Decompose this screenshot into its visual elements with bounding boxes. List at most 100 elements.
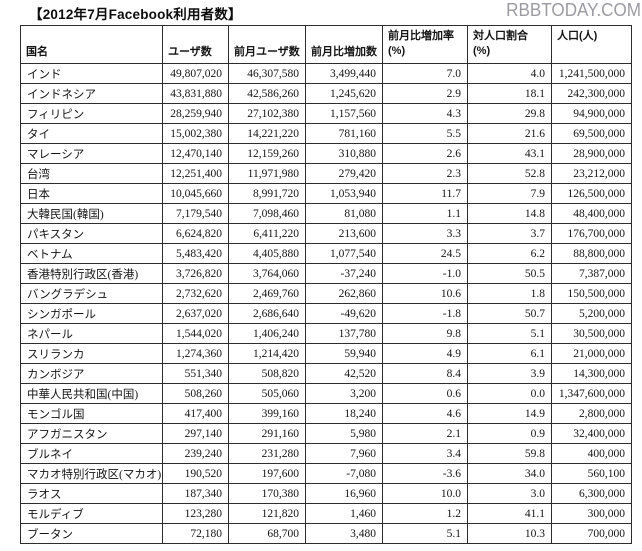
value-cell: 262,860 (305, 283, 383, 304)
country-cell: 台湾 (20, 163, 163, 184)
value-cell: 43.1 (467, 143, 552, 164)
column-header-label: 前月比増加数 (311, 46, 377, 59)
value-cell: 21.6 (467, 123, 552, 144)
value-cell: 126,500,000 (551, 183, 632, 204)
value-cell: 1,214,420 (228, 343, 306, 364)
country-cell: ラオス (20, 483, 163, 504)
value-cell: 279,420 (305, 163, 383, 184)
value-cell: 6,624,820 (162, 223, 229, 244)
value-cell: 6,300,000 (551, 483, 632, 504)
column-header-label: 前月比増加率 (388, 30, 454, 42)
header-row: 国名 ユーザ数 前月ユーザ数 前月比増加数 前月比増加率 (%) 対人口割合 (… (20, 25, 632, 64)
value-cell: 6,411,220 (228, 223, 306, 244)
value-cell: 300,000 (551, 503, 632, 524)
country-cell: ネパール (20, 323, 163, 344)
value-cell: 68,700 (228, 523, 306, 544)
column-header-population: 人口(人) (551, 25, 632, 64)
value-cell: 4,405,880 (228, 243, 306, 264)
facebook-users-table: 国名 ユーザ数 前月ユーザ数 前月比増加数 前月比増加率 (%) 対人口割合 (… (20, 25, 632, 544)
value-cell: 123,280 (162, 503, 229, 524)
value-cell: 50.5 (467, 263, 552, 284)
table-row: ブルネイ 239,240 231,280 7,960 3.4 59.8 400,000 (20, 443, 632, 464)
value-cell: 23,212,000 (551, 163, 632, 184)
value-cell: 14,221,220 (228, 123, 306, 144)
value-cell: 14.9 (467, 403, 552, 424)
table-row: マカオ特別行政区(マカオ) 190,520 197,600 -7,080 -3.6 34.… (20, 463, 632, 484)
value-cell: 1.2 (382, 503, 468, 524)
value-cell: 0.6 (382, 383, 468, 404)
value-cell: 1,241,500,000 (551, 63, 632, 84)
value-cell: 5.1 (467, 323, 552, 344)
value-cell: -3.6 (382, 463, 468, 484)
table-row: ブータン 72,180 68,700 3,480 5.1 10.3 700,000 (20, 523, 632, 544)
value-cell: 4.3 (382, 103, 468, 124)
value-cell: 7,098,460 (228, 203, 306, 224)
page-title: 【2012年7月Facebook利用者数】 (29, 7, 242, 22)
value-cell: 5,483,420 (162, 243, 229, 264)
table-row: マレーシア 12,470,140 12,159,260 310,880 2.6 43.1 2… (20, 143, 632, 164)
value-cell: 505,060 (228, 383, 306, 404)
value-cell: 291,160 (228, 423, 306, 444)
country-cell: 中華人民共和国(中国) (20, 383, 163, 404)
value-cell: 1,544,020 (162, 323, 229, 344)
value-cell: 4.9 (382, 343, 468, 364)
value-cell: 12,251,400 (162, 163, 229, 184)
value-cell: 94,900,000 (551, 103, 632, 124)
value-cell: 7.9 (467, 183, 552, 204)
value-cell: 1,077,540 (305, 243, 383, 264)
value-cell: 417,400 (162, 403, 229, 424)
table-row: ベトナム 5,483,420 4,405,880 1,077,540 24.5 6.2 88… (20, 243, 632, 264)
value-cell: 10.0 (382, 483, 468, 504)
table-row: パキスタン 6,624,820 6,411,220 213,600 3.3 3.7 176,… (20, 223, 632, 244)
country-cell: ブータン (20, 523, 163, 544)
value-cell: 213,600 (305, 223, 383, 244)
value-cell: 1,245,620 (305, 83, 383, 104)
table-row: モンゴル国 417,400 399,160 18,240 4.6 14.9 2,800,00… (20, 403, 632, 424)
value-cell: 190,520 (162, 463, 229, 484)
value-cell: 137,780 (305, 323, 383, 344)
value-cell: 3.0 (467, 483, 552, 504)
value-cell: 41.1 (467, 503, 552, 524)
value-cell: 59.8 (467, 443, 552, 464)
value-cell: 150,500,000 (551, 283, 632, 304)
country-cell: ベトナム (20, 243, 163, 264)
value-cell: 2,469,760 (228, 283, 306, 304)
table-row: ラオス 187,340 170,380 16,960 10.0 3.0 6,300,000 (20, 483, 632, 504)
value-cell: 781,160 (305, 123, 383, 144)
country-cell: フィリピン (20, 103, 163, 124)
value-cell: 400,000 (551, 443, 632, 464)
value-cell: 399,160 (228, 403, 306, 424)
value-cell: 88,800,000 (551, 243, 632, 264)
value-cell: 2.3 (382, 163, 468, 184)
table-row: シンガポール 2,637,020 2,686,640 -49,620 -1.8 50.7 5… (20, 303, 632, 324)
country-cell: 大韓民国(韓国) (20, 203, 163, 224)
table-row: モルディブ 123,280 121,820 1,460 1.2 41.1 300,000 (20, 503, 632, 524)
table-row: フィリピン 28,259,940 27,102,380 1,157,560 4.3 29.… (20, 103, 632, 124)
table-row: 日本 10,045,660 8,991,720 1,053,940 11.7 7.9 126… (20, 183, 632, 204)
value-cell: 0.0 (467, 383, 552, 404)
country-cell: インド (20, 63, 163, 84)
value-cell: 0.9 (467, 423, 552, 444)
country-cell: バングラデシュ (20, 283, 163, 304)
value-cell: 4.0 (467, 63, 552, 84)
value-cell: 3.9 (467, 363, 552, 384)
value-cell: 310,880 (305, 143, 383, 164)
value-cell: 7,387,000 (551, 263, 632, 284)
column-header-label: ユーザ数 (168, 46, 212, 59)
value-cell: 30,500,000 (551, 323, 632, 344)
value-cell: 3,726,820 (162, 263, 229, 284)
value-cell: 3,499,440 (305, 63, 383, 84)
value-cell: -49,620 (305, 303, 383, 324)
value-cell: 8,991,720 (228, 183, 306, 204)
value-cell: 700,000 (551, 523, 632, 544)
value-cell: 27,102,380 (228, 103, 306, 124)
value-cell: 2,686,640 (228, 303, 306, 324)
value-cell: 24.5 (382, 243, 468, 264)
column-header-increase-rate: 前月比増加率 (%) (382, 25, 468, 64)
site-watermark: RBBTODAY.COM (506, 0, 641, 20)
value-cell: 69,500,000 (551, 123, 632, 144)
country-cell: カンボジア (20, 363, 163, 384)
country-cell: タイ (20, 123, 163, 144)
value-cell: 7,960 (305, 443, 383, 464)
table-row: ネパール 1,544,020 1,406,240 137,780 9.8 5.1 30,50… (20, 323, 632, 344)
